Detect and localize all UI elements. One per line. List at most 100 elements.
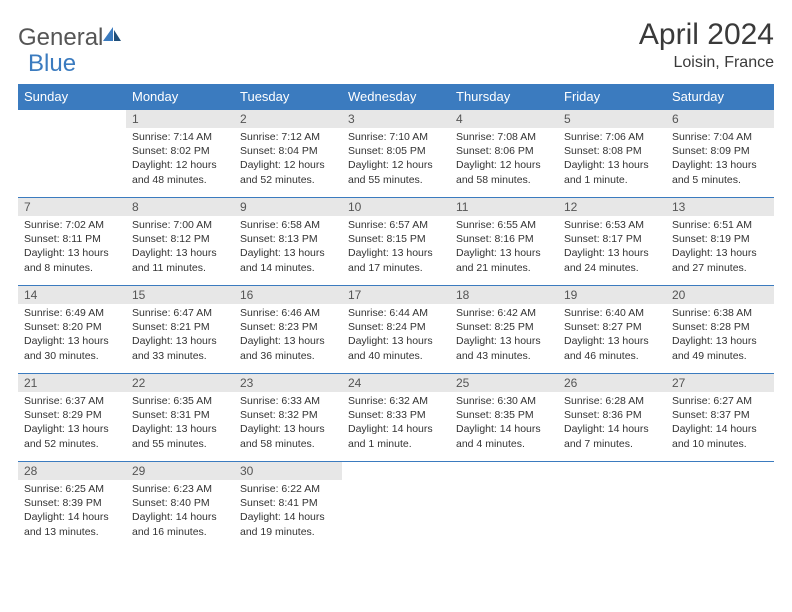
calendar-head: SundayMondayTuesdayWednesdayThursdayFrid…: [18, 84, 774, 110]
weekday-header: Monday: [126, 84, 234, 110]
daylight-text-2: and 58 minutes.: [456, 173, 552, 187]
daylight-text-1: Daylight: 14 hours: [348, 422, 444, 436]
day-number: 21: [18, 374, 126, 392]
day-number: 8: [126, 198, 234, 216]
day-info: Sunrise: 6:55 AMSunset: 8:16 PMDaylight:…: [450, 216, 558, 279]
sunset-text: Sunset: 8:33 PM: [348, 408, 444, 422]
day-number: 11: [450, 198, 558, 216]
daylight-text-2: and 7 minutes.: [564, 437, 660, 451]
day-info: Sunrise: 6:30 AMSunset: 8:35 PMDaylight:…: [450, 392, 558, 455]
calendar-cell: 30Sunrise: 6:22 AMSunset: 8:41 PMDayligh…: [234, 462, 342, 550]
day-info: Sunrise: 6:27 AMSunset: 8:37 PMDaylight:…: [666, 392, 774, 455]
sunrise-text: Sunrise: 6:49 AM: [24, 306, 120, 320]
daylight-text-1: Daylight: 14 hours: [564, 422, 660, 436]
calendar-cell: 23Sunrise: 6:33 AMSunset: 8:32 PMDayligh…: [234, 374, 342, 462]
daylight-text-1: Daylight: 12 hours: [132, 158, 228, 172]
daylight-text-2: and 24 minutes.: [564, 261, 660, 275]
calendar-cell-empty: [450, 462, 558, 550]
day-info: Sunrise: 6:37 AMSunset: 8:29 PMDaylight:…: [18, 392, 126, 455]
sunrise-text: Sunrise: 6:40 AM: [564, 306, 660, 320]
sunrise-text: Sunrise: 6:51 AM: [672, 218, 768, 232]
day-number: 1: [126, 110, 234, 128]
daylight-text-1: Daylight: 12 hours: [240, 158, 336, 172]
calendar-cell-empty: [342, 462, 450, 550]
day-number: 14: [18, 286, 126, 304]
calendar-cell: 29Sunrise: 6:23 AMSunset: 8:40 PMDayligh…: [126, 462, 234, 550]
calendar-row: 14Sunrise: 6:49 AMSunset: 8:20 PMDayligh…: [18, 286, 774, 374]
daylight-text-1: Daylight: 13 hours: [348, 246, 444, 260]
sunrise-text: Sunrise: 6:47 AM: [132, 306, 228, 320]
daylight-text-2: and 48 minutes.: [132, 173, 228, 187]
sunrise-text: Sunrise: 6:44 AM: [348, 306, 444, 320]
day-number: 13: [666, 198, 774, 216]
calendar-cell: 11Sunrise: 6:55 AMSunset: 8:16 PMDayligh…: [450, 198, 558, 286]
sunset-text: Sunset: 8:04 PM: [240, 144, 336, 158]
daylight-text-1: Daylight: 13 hours: [672, 246, 768, 260]
sunset-text: Sunset: 8:32 PM: [240, 408, 336, 422]
daylight-text-2: and 13 minutes.: [24, 525, 120, 539]
calendar-cell: 28Sunrise: 6:25 AMSunset: 8:39 PMDayligh…: [18, 462, 126, 550]
day-info: Sunrise: 6:33 AMSunset: 8:32 PMDaylight:…: [234, 392, 342, 455]
daylight-text-1: Daylight: 14 hours: [24, 510, 120, 524]
header: General April 2024 Loisin, France: [18, 18, 774, 72]
sunset-text: Sunset: 8:39 PM: [24, 496, 120, 510]
daylight-text-1: Daylight: 13 hours: [132, 334, 228, 348]
daylight-text-1: Daylight: 13 hours: [24, 422, 120, 436]
calendar-cell: 16Sunrise: 6:46 AMSunset: 8:23 PMDayligh…: [234, 286, 342, 374]
day-info: Sunrise: 6:49 AMSunset: 8:20 PMDaylight:…: [18, 304, 126, 367]
day-number: 23: [234, 374, 342, 392]
daylight-text-1: Daylight: 13 hours: [348, 334, 444, 348]
day-number: 18: [450, 286, 558, 304]
calendar-cell-empty: [18, 110, 126, 198]
weekday-header: Saturday: [666, 84, 774, 110]
sunset-text: Sunset: 8:29 PM: [24, 408, 120, 422]
sunset-text: Sunset: 8:16 PM: [456, 232, 552, 246]
calendar-body: 1Sunrise: 7:14 AMSunset: 8:02 PMDaylight…: [18, 110, 774, 550]
calendar-cell: 7Sunrise: 7:02 AMSunset: 8:11 PMDaylight…: [18, 198, 126, 286]
day-info: Sunrise: 7:00 AMSunset: 8:12 PMDaylight:…: [126, 216, 234, 279]
calendar-row: 1Sunrise: 7:14 AMSunset: 8:02 PMDaylight…: [18, 110, 774, 198]
daylight-text-2: and 52 minutes.: [24, 437, 120, 451]
day-number: 20: [666, 286, 774, 304]
weekday-header: Friday: [558, 84, 666, 110]
calendar-cell: 27Sunrise: 6:27 AMSunset: 8:37 PMDayligh…: [666, 374, 774, 462]
day-number: 28: [18, 462, 126, 480]
sunset-text: Sunset: 8:05 PM: [348, 144, 444, 158]
day-number: 29: [126, 462, 234, 480]
sunrise-text: Sunrise: 7:10 AM: [348, 130, 444, 144]
day-number: 30: [234, 462, 342, 480]
day-number: 5: [558, 110, 666, 128]
day-info: Sunrise: 7:04 AMSunset: 8:09 PMDaylight:…: [666, 128, 774, 191]
sunset-text: Sunset: 8:21 PM: [132, 320, 228, 334]
daylight-text-1: Daylight: 13 hours: [240, 422, 336, 436]
day-number: 9: [234, 198, 342, 216]
location: Loisin, France: [639, 54, 774, 72]
logo-text-1: General: [18, 24, 103, 52]
calendar-cell: 1Sunrise: 7:14 AMSunset: 8:02 PMDaylight…: [126, 110, 234, 198]
sunset-text: Sunset: 8:19 PM: [672, 232, 768, 246]
calendar-cell: 10Sunrise: 6:57 AMSunset: 8:15 PMDayligh…: [342, 198, 450, 286]
daylight-text-1: Daylight: 13 hours: [456, 246, 552, 260]
day-info: Sunrise: 7:08 AMSunset: 8:06 PMDaylight:…: [450, 128, 558, 191]
daylight-text-2: and 16 minutes.: [132, 525, 228, 539]
daylight-text-2: and 5 minutes.: [672, 173, 768, 187]
day-info: Sunrise: 6:25 AMSunset: 8:39 PMDaylight:…: [18, 480, 126, 543]
sunset-text: Sunset: 8:13 PM: [240, 232, 336, 246]
sunrise-text: Sunrise: 6:38 AM: [672, 306, 768, 320]
weekday-header: Thursday: [450, 84, 558, 110]
sunrise-text: Sunrise: 6:22 AM: [240, 482, 336, 496]
day-number: 27: [666, 374, 774, 392]
day-number: 2: [234, 110, 342, 128]
daylight-text-1: Daylight: 13 hours: [240, 334, 336, 348]
day-number: 4: [450, 110, 558, 128]
day-info: Sunrise: 6:28 AMSunset: 8:36 PMDaylight:…: [558, 392, 666, 455]
sunrise-text: Sunrise: 6:25 AM: [24, 482, 120, 496]
weekday-header: Wednesday: [342, 84, 450, 110]
calendar-cell: 4Sunrise: 7:08 AMSunset: 8:06 PMDaylight…: [450, 110, 558, 198]
daylight-text-2: and 46 minutes.: [564, 349, 660, 363]
day-info: Sunrise: 6:42 AMSunset: 8:25 PMDaylight:…: [450, 304, 558, 367]
day-number: 10: [342, 198, 450, 216]
day-info: Sunrise: 6:32 AMSunset: 8:33 PMDaylight:…: [342, 392, 450, 455]
daylight-text-2: and 58 minutes.: [240, 437, 336, 451]
day-info: Sunrise: 6:57 AMSunset: 8:15 PMDaylight:…: [342, 216, 450, 279]
